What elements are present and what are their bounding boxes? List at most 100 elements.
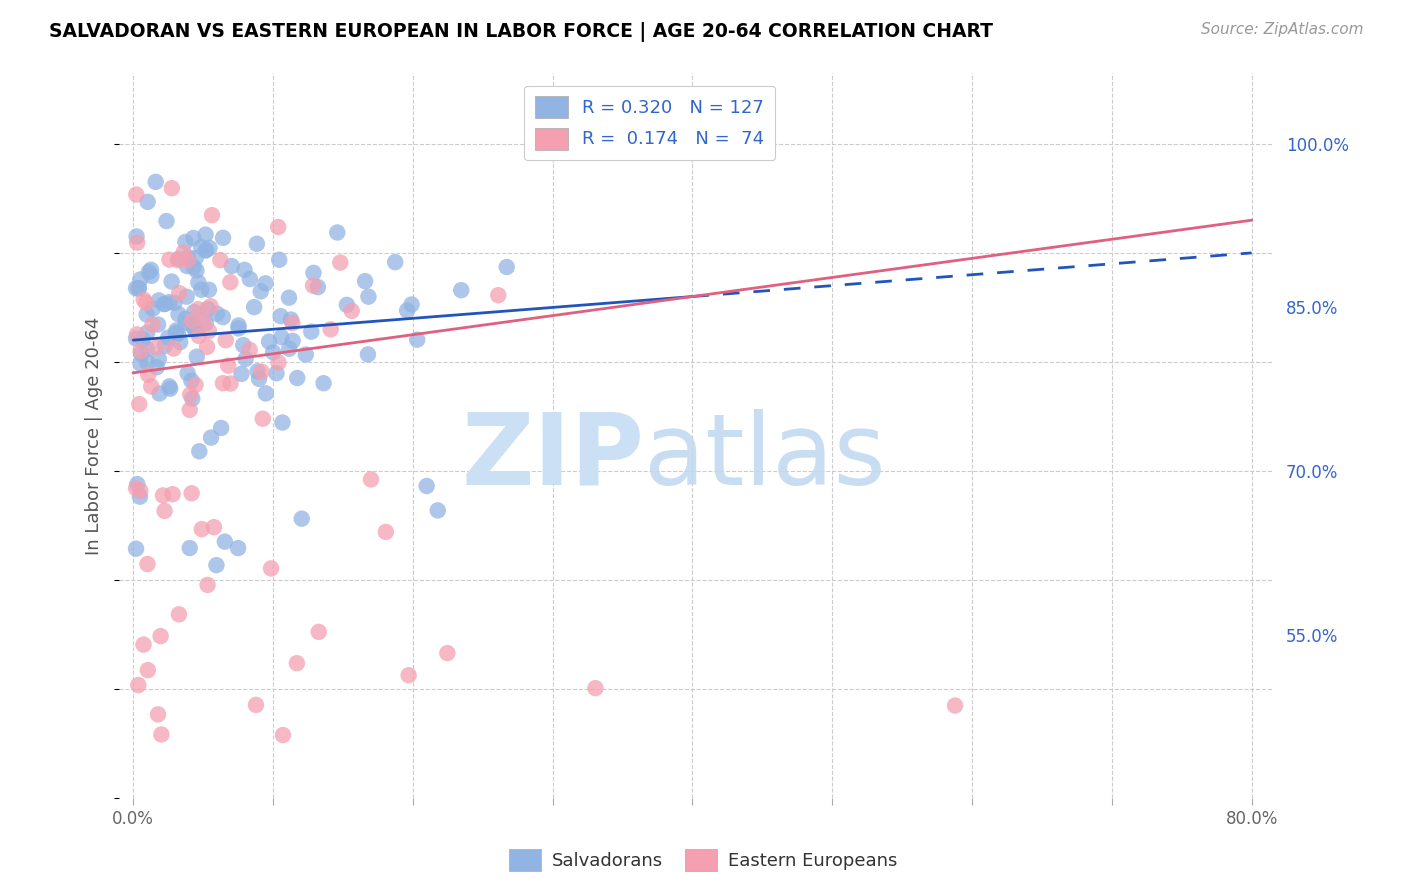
Point	[129, 483, 152, 498]
Point	[136, 326, 159, 340]
Point	[205, 307, 228, 321]
Point	[252, 411, 274, 425]
Point	[132, 293, 155, 307]
Point	[281, 334, 304, 348]
Point	[150, 727, 173, 741]
Point	[145, 360, 167, 375]
Point	[177, 250, 200, 264]
Point	[125, 332, 148, 346]
Point	[360, 472, 382, 486]
Point	[233, 263, 256, 277]
Point	[148, 351, 170, 366]
Point	[157, 331, 180, 345]
Point	[163, 295, 186, 310]
Point	[357, 347, 380, 361]
Point	[125, 229, 148, 244]
Point	[278, 342, 301, 356]
Point	[374, 524, 396, 539]
Point	[128, 281, 150, 295]
Point	[329, 255, 352, 269]
Point	[135, 296, 157, 310]
Point	[183, 305, 205, 319]
Point	[176, 290, 198, 304]
Point	[174, 311, 197, 326]
Point	[312, 376, 335, 391]
Point	[136, 194, 159, 209]
Point	[406, 333, 429, 347]
Point	[239, 343, 262, 357]
Point	[190, 283, 212, 297]
Point	[209, 253, 232, 268]
Point	[198, 241, 221, 255]
Point	[354, 274, 377, 288]
Point	[132, 638, 155, 652]
Point	[247, 372, 270, 386]
Point	[139, 262, 162, 277]
Point	[191, 522, 214, 536]
Point	[148, 293, 170, 308]
Point	[141, 379, 163, 393]
Point	[157, 379, 180, 393]
Point	[132, 333, 155, 347]
Point	[136, 355, 159, 369]
Point	[299, 325, 322, 339]
Point	[159, 252, 181, 267]
Point	[266, 366, 288, 380]
Point	[166, 323, 188, 337]
Point	[270, 309, 292, 323]
Point	[180, 374, 202, 388]
Point	[307, 280, 329, 294]
Point	[145, 175, 167, 189]
Point	[254, 386, 277, 401]
Point	[136, 557, 159, 571]
Point	[212, 310, 235, 324]
Point	[281, 316, 304, 330]
Point	[200, 431, 222, 445]
Point	[294, 347, 316, 361]
Point	[167, 607, 190, 622]
Point	[183, 320, 205, 334]
Point	[326, 226, 349, 240]
Point	[174, 316, 197, 330]
Point	[450, 283, 472, 297]
Point	[308, 624, 330, 639]
Point	[235, 351, 257, 366]
Point	[254, 277, 277, 291]
Point	[128, 397, 150, 411]
Point	[302, 278, 325, 293]
Text: Source: ZipAtlas.com: Source: ZipAtlas.com	[1201, 22, 1364, 37]
Point	[231, 367, 253, 381]
Point	[166, 326, 188, 341]
Point	[198, 283, 221, 297]
Point	[125, 281, 148, 295]
Point	[336, 298, 359, 312]
Point	[357, 290, 380, 304]
Point	[136, 368, 159, 382]
Point	[426, 503, 449, 517]
Point	[146, 707, 169, 722]
Point	[194, 244, 217, 258]
Point	[269, 252, 291, 267]
Point	[262, 345, 284, 359]
Point	[205, 558, 228, 573]
Point	[202, 520, 225, 534]
Point	[201, 208, 224, 222]
Point	[127, 477, 149, 491]
Point	[191, 313, 214, 327]
Point	[157, 295, 180, 310]
Point	[246, 236, 269, 251]
Point	[138, 265, 160, 279]
Point	[291, 511, 314, 525]
Point	[129, 344, 152, 359]
Point	[340, 304, 363, 318]
Point	[180, 486, 202, 500]
Point	[160, 275, 183, 289]
Point	[125, 541, 148, 556]
Point	[398, 668, 420, 682]
Point	[127, 235, 149, 250]
Point	[141, 268, 163, 283]
Point	[169, 334, 191, 349]
Point	[219, 275, 242, 289]
Point	[127, 678, 149, 692]
Point	[125, 481, 148, 495]
